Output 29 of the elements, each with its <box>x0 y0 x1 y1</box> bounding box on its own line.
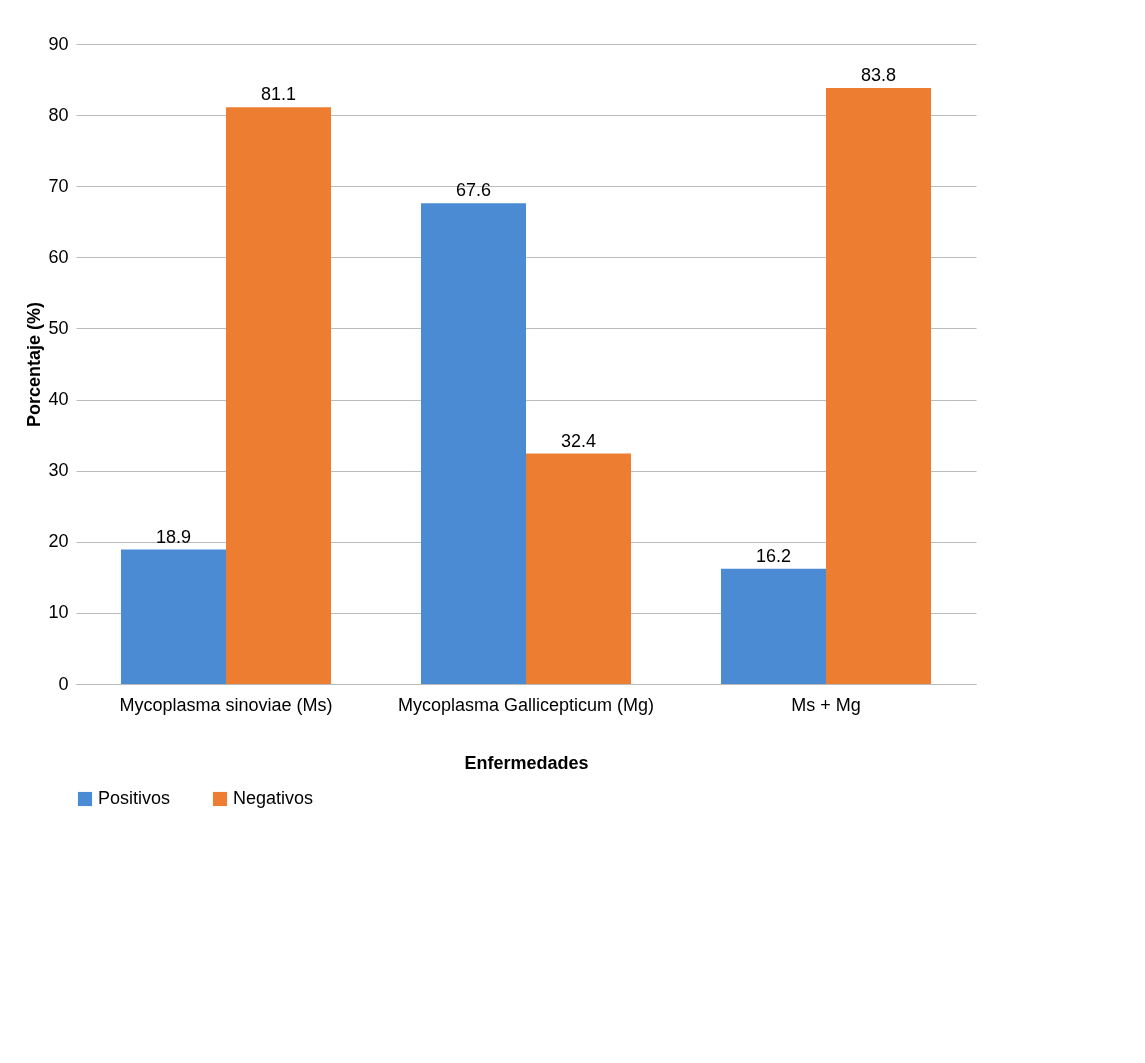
legend-label: Positivos <box>98 788 171 808</box>
data-label: 67.6 <box>455 180 492 201</box>
y-tick-label: 80 <box>48 104 69 125</box>
legend-label: Negativos <box>233 788 314 808</box>
data-label: 18.9 <box>155 526 192 547</box>
bar <box>121 549 226 684</box>
bar <box>226 107 331 684</box>
bar <box>826 88 931 684</box>
data-label: 16.2 <box>755 545 792 566</box>
y-tick-label: 70 <box>48 175 69 196</box>
y-tick-label: 10 <box>48 602 69 623</box>
x-tick-label: Mycoplasma sinoviae (Ms) <box>119 694 333 715</box>
bar <box>421 203 526 684</box>
x-tick-label: Ms + Mg <box>791 694 861 715</box>
y-tick-label: 50 <box>48 317 69 338</box>
bar <box>721 568 826 684</box>
bar <box>526 453 631 684</box>
x-tick-label: Mycoplasma Gallicepticum (Mg) <box>397 694 655 715</box>
data-label: 32.4 <box>560 430 597 451</box>
y-tick-label: 60 <box>48 246 69 267</box>
y-tick-label: 30 <box>48 460 69 481</box>
y-tick-label: 40 <box>48 389 69 410</box>
y-tick-label: 20 <box>48 531 69 552</box>
x-axis-title: Enfermedades <box>464 752 589 773</box>
y-tick-label: 0 <box>58 673 69 694</box>
data-label: 81.1 <box>260 84 297 105</box>
y-axis-title: Porcentaje (%) <box>24 301 45 428</box>
y-tick-label: 90 <box>48 33 69 54</box>
data-label: 83.8 <box>860 65 897 86</box>
